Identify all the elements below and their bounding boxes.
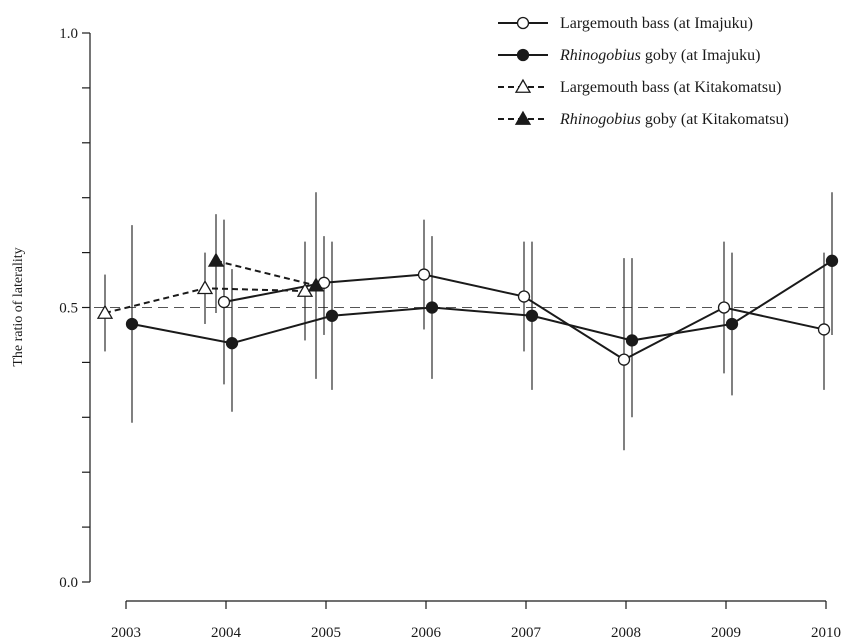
series-0 [217,219,831,451]
y-tick-label: 0.0 [59,575,78,591]
x-tick-label: 2007 [511,625,542,641]
series-line [215,259,317,287]
data-point [307,277,325,292]
data-point [207,252,225,267]
legend-item-0: Largemouth bass (at Imajuku) [498,15,753,32]
legend-label: Largemouth bass (at Imajuku) [560,15,753,32]
series-3 [207,192,325,379]
x-tick-label: 2004 [211,625,242,641]
legend-label-part: Largemouth bass (at Kitakomatsu) [560,79,781,96]
legend-label: Largemouth bass (at Kitakomatsu) [560,79,781,96]
data-point [325,309,339,322]
data-point [125,317,139,331]
data-point [817,323,831,336]
data-point [514,78,532,93]
legend-item-2: Largemouth bass (at Kitakomatsu) [498,78,781,96]
y-axis-title: The ratio of laterality [11,247,26,366]
data-point [514,110,532,125]
data-point [217,295,231,309]
legend-label: Rhinogobius goby (at Kitakomatsu) [559,111,789,128]
data-point [617,353,631,366]
series-2 [96,241,314,352]
legend-label-part: Largemouth bass (at Imajuku) [560,15,753,32]
x-tick-label: 2010 [811,625,841,641]
data-point [425,301,439,314]
data-point [625,334,639,347]
data-point [516,16,530,30]
x-tick-label: 2006 [411,625,442,641]
legend: Largemouth bass (at Imajuku) Rhinogobius … [498,15,789,128]
data-point [96,304,114,319]
data-point [516,48,530,62]
series-line [131,259,833,345]
data-point [725,317,739,331]
x-tick-label: 2009 [711,625,741,641]
y-tick-label: 0.5 [59,301,78,317]
legend-label-part: goby (at Imajuku) [641,47,761,64]
legend-item-3: Rhinogobius goby (at Kitakomatsu) [498,110,789,128]
legend-label-part: goby (at Kitakomatsu) [641,111,789,128]
data-point [417,268,431,281]
data-point [196,279,214,295]
plot-series [96,192,839,451]
data-point [296,282,314,297]
x-tick-label: 2008 [611,625,641,641]
x-axis: 2003 2004 2005 2006 2007 2008 2009 2010 [111,600,841,641]
legend-label-part: Rhinogobius [559,47,641,64]
legend-item-1: Rhinogobius goby (at Imajuku) [498,47,760,64]
data-point [825,254,839,267]
y-tick-label: 1.0 [59,26,78,42]
x-tick-label: 2003 [111,625,141,641]
series-1 [125,192,839,423]
data-point [517,290,531,303]
data-point [525,309,539,322]
data-point [225,337,239,350]
x-tick-label: 2005 [311,625,341,641]
legend-label-part: Rhinogobius [559,111,641,128]
data-point [717,301,731,314]
legend-label: Rhinogobius goby (at Imajuku) [559,47,760,64]
y-axis: 0.0 0.5 1.0 [59,26,91,591]
